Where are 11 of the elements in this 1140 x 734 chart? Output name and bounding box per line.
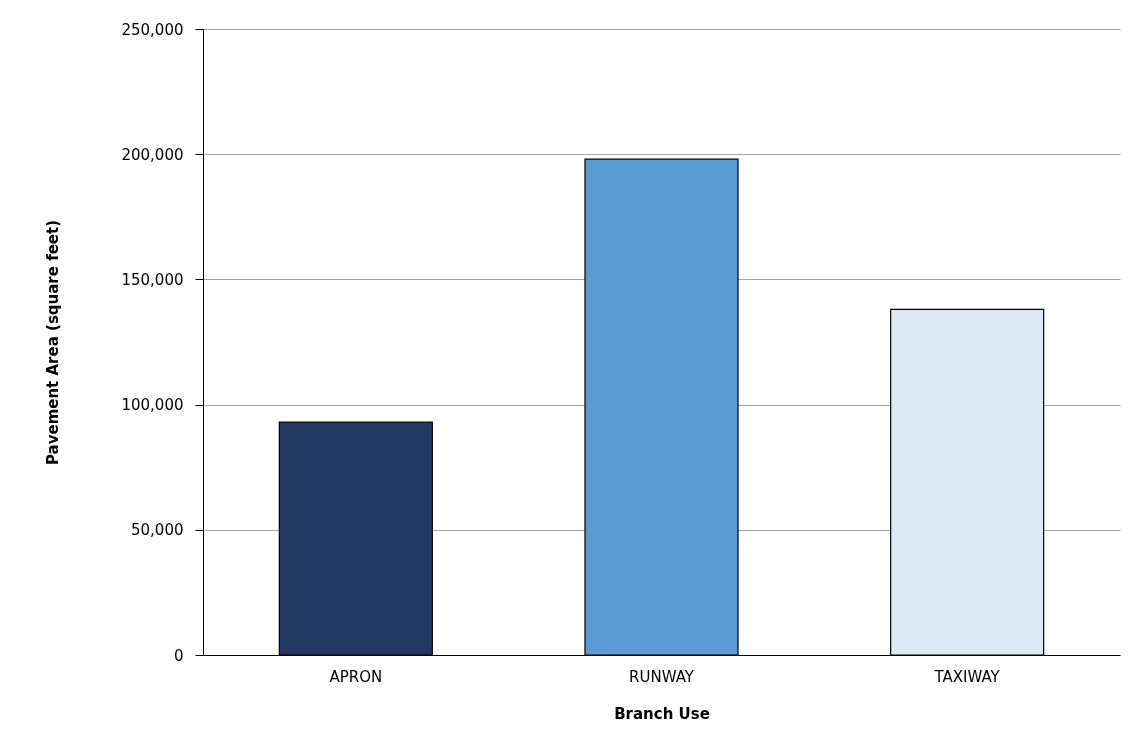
y-tick-label: 0 <box>173 646 184 665</box>
y-tick-label: 250,000 <box>121 20 184 39</box>
x-tick-label: APRON <box>329 667 383 686</box>
y-tick-label: 200,000 <box>121 145 184 164</box>
x-tick-label: TAXIWAY <box>933 667 1001 686</box>
y-tick-label: 50,000 <box>131 521 184 540</box>
y-tick-label: 100,000 <box>121 396 184 415</box>
x-axis-title: Branch Use <box>614 704 710 723</box>
x-tick-label: RUNWAY <box>629 667 695 686</box>
y-tick-label: 150,000 <box>121 270 184 289</box>
y-axis-title: Pavement Area (square feet) <box>44 219 63 466</box>
